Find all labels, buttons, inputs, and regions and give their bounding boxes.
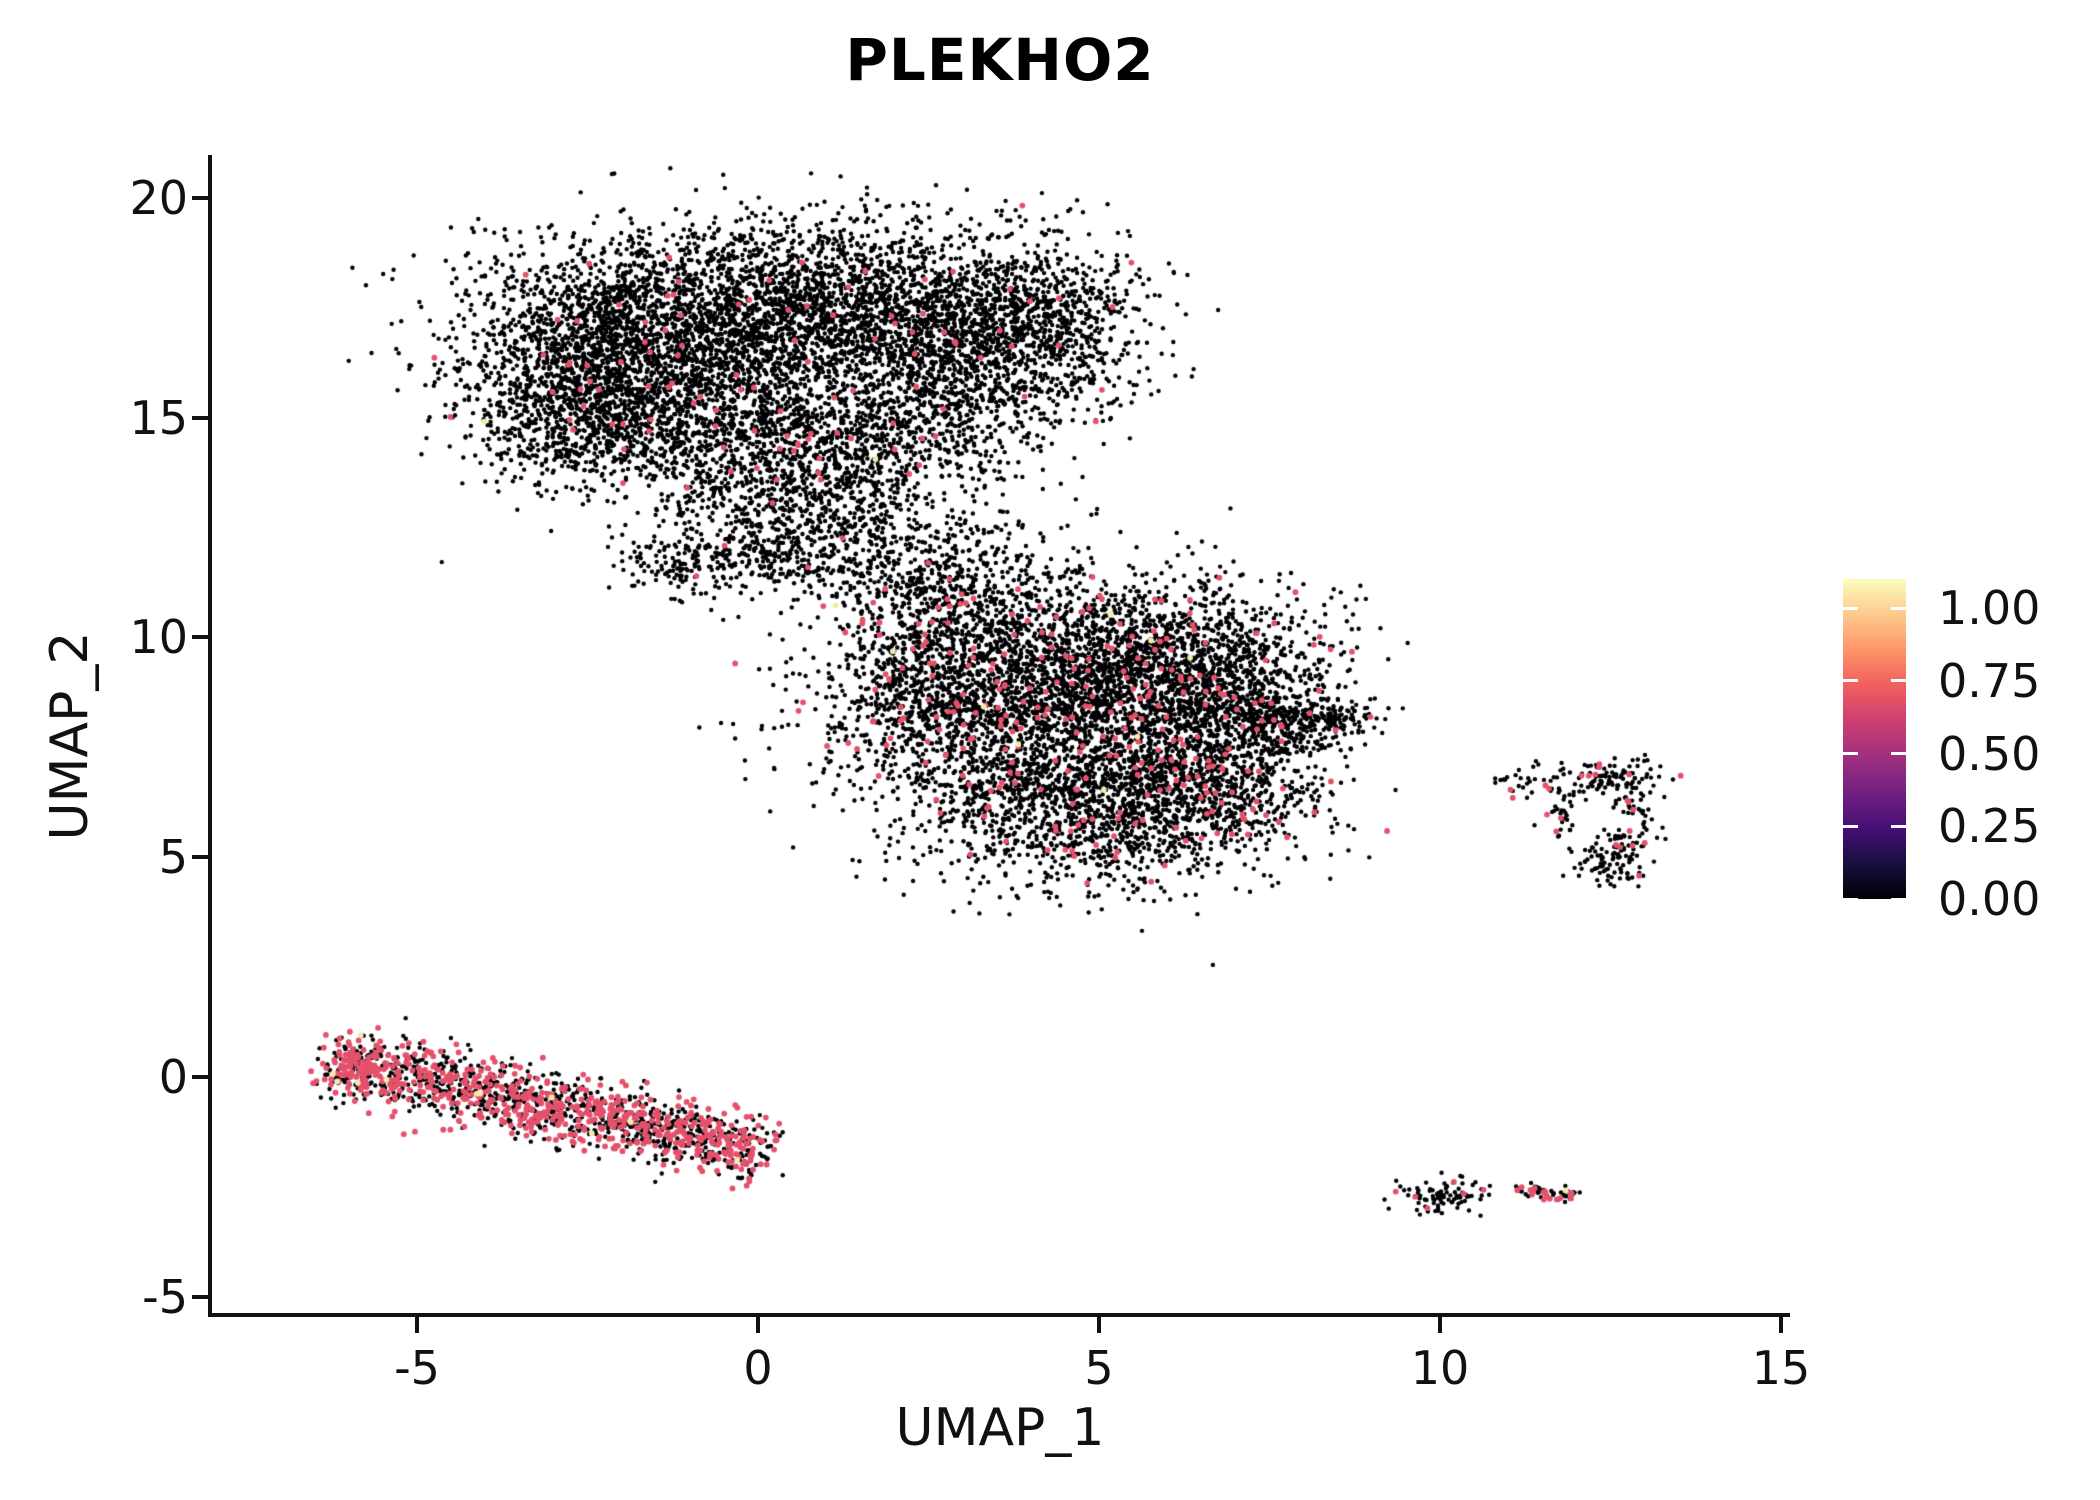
x-tick-label: 0 [743, 1341, 773, 1395]
colorbar-tick-label: 1.00 [1938, 581, 2041, 636]
y-tick-mark [192, 195, 208, 200]
y-tick-mark [192, 1075, 208, 1079]
y-tick-label: 10 [129, 610, 188, 665]
plot-title: PLEKHO2 [845, 26, 1155, 94]
y-axis-line [208, 155, 212, 1317]
x-tick-mark [415, 1317, 419, 1333]
y-tick-mark [192, 635, 208, 640]
colorbar-tick-mark [1891, 679, 1906, 683]
colorbar-tick-mark [1843, 752, 1858, 756]
colorbar-tick-mark [1843, 897, 1858, 901]
colorbar-tick-label: 0.50 [1938, 726, 2041, 781]
x-tick-label: 5 [1084, 1341, 1114, 1395]
y-axis-label: UMAP_2 [40, 631, 100, 841]
y-tick-mark [192, 415, 208, 420]
colorbar-tick-mark [1891, 824, 1906, 828]
y-tick-label: 15 [129, 390, 188, 445]
y-tick-label: 20 [129, 170, 188, 225]
x-tick-label: 15 [1751, 1341, 1811, 1395]
colorbar-tick-mark [1891, 606, 1906, 610]
y-tick-mark [192, 1294, 208, 1299]
x-tick-mark [1779, 1317, 1783, 1333]
x-axis-label: UMAP_1 [895, 1398, 1105, 1458]
y-tick-label: 5 [158, 830, 188, 885]
x-tick-mark [1438, 1317, 1442, 1333]
colorbar-tick-label: 0.00 [1938, 872, 2041, 926]
colorbar-gradient [1843, 579, 1906, 899]
x-tick-label: -5 [394, 1341, 440, 1395]
y-tick-mark [192, 855, 208, 860]
x-tick-label: 10 [1410, 1341, 1470, 1395]
y-tick-label: 0 [158, 1050, 188, 1104]
colorbar-tick-label: 0.75 [1938, 653, 2041, 708]
colorbar-tick-mark [1843, 679, 1858, 683]
colorbar-tick-label: 0.25 [1938, 799, 2041, 854]
colorbar-tick-mark [1843, 606, 1858, 610]
x-axis-line [208, 1313, 1790, 1317]
colorbar-tick-mark [1891, 897, 1906, 901]
colorbar-tick-mark [1843, 824, 1858, 828]
y-tick-label: -5 [142, 1269, 188, 1324]
x-tick-mark [1097, 1317, 1101, 1333]
colorbar-tick-mark [1891, 752, 1906, 756]
x-tick-mark [756, 1317, 760, 1333]
